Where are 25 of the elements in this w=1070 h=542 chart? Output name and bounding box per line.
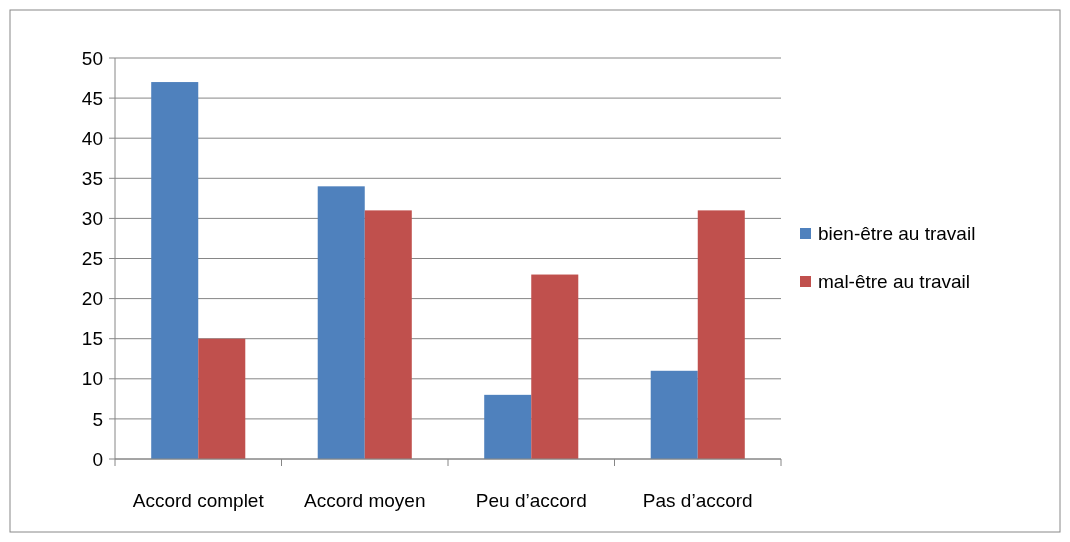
x-tick-label: Accord complet [132,490,265,511]
y-tick-label: 50 [81,47,103,69]
bar [317,186,365,459]
x-tick-label: Pas d’accord [642,490,753,511]
x-tick-label: Peu d’accord [475,490,587,511]
y-tick-label: 0 [92,448,103,470]
y-tick-label: 30 [81,208,103,230]
y-tick-label: 45 [81,87,103,109]
y-tick-label: 10 [81,368,103,390]
y-tick-label: 15 [81,328,103,350]
y-tick-label: 35 [81,167,103,189]
y-tick-label: 25 [81,248,103,270]
bar [531,274,579,459]
x-tick-label: Accord moyen [304,490,426,511]
bar [151,82,199,459]
bar [484,394,532,459]
legend-label: bien-être au travail [818,222,976,244]
bar [364,210,412,459]
legend-label: mal-être au travail [818,270,971,292]
y-tick-label: 5 [92,408,103,430]
bar [198,338,246,459]
y-tick-label: 20 [81,288,103,310]
bar [650,370,698,459]
y-tick-label: 40 [81,127,103,149]
bar [697,210,745,459]
